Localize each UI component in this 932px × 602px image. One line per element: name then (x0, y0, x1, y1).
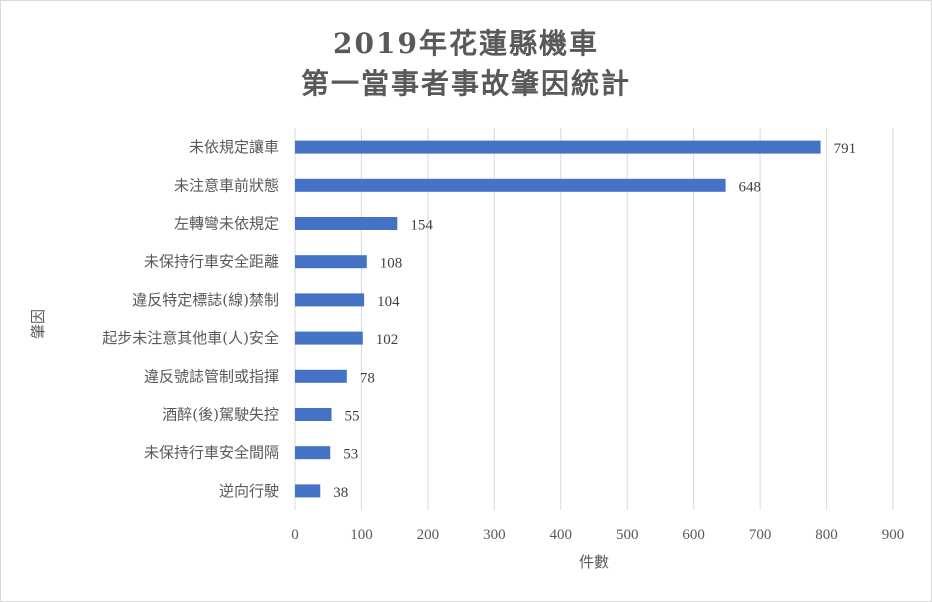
chart-title-line1: 2019年花蓮縣機車 (333, 27, 599, 60)
bar-0 (295, 140, 821, 154)
bar-8 (295, 446, 331, 460)
x-tick-label: 700 (749, 527, 772, 543)
x-axis-title: 件數 (579, 553, 609, 571)
data-label: 108 (380, 256, 403, 272)
data-label: 55 (345, 409, 360, 425)
data-label: 78 (360, 370, 375, 386)
y-axis-title: 肇因 (29, 309, 47, 339)
x-tick-label: 800 (815, 527, 838, 543)
bar-3 (295, 255, 367, 269)
x-tick-label: 200 (417, 527, 440, 543)
data-label: 648 (739, 179, 762, 195)
category-label: 未依規定讓車 (189, 138, 279, 156)
data-label: 791 (834, 141, 857, 157)
x-tick-label: 500 (616, 527, 639, 543)
data-label: 53 (343, 447, 358, 463)
category-label: 逆向行駛 (219, 482, 279, 500)
category-label: 未保持行車安全距離 (144, 253, 279, 271)
x-tick-label: 400 (550, 527, 573, 543)
category-labels: 未依規定讓車未注意車前狀態左轉彎未依規定未保持行車安全距離違反特定標誌(線)禁制… (102, 138, 279, 500)
bar-4 (295, 293, 365, 307)
data-label: 38 (333, 485, 348, 501)
x-tick-labels: 0 100 200 300 400 500 600 700 800 900 (291, 527, 904, 543)
x-tick-label: 0 (291, 527, 299, 543)
bar-5 (295, 331, 363, 345)
category-label: 違反號誌管制或指揮 (144, 367, 279, 385)
bar-7 (295, 408, 332, 421)
bar-9 (295, 484, 321, 498)
category-label: 違反特定標誌(線)禁制 (132, 291, 279, 309)
data-label: 154 (410, 218, 433, 234)
x-tick-label: 900 (882, 527, 905, 543)
category-label: 酒醉(後)駕駛失控 (162, 406, 279, 424)
chart-title-line2: 第一當事者事故肇因統計 (300, 67, 631, 100)
x-tick-label: 100 (350, 527, 373, 543)
category-label: 左轉彎未依規定 (174, 215, 279, 233)
x-tick-label: 300 (483, 527, 506, 543)
category-label: 起步未注意其他車(人)安全 (102, 329, 279, 347)
data-labels: 791 648 154 108 104 102 78 55 53 38 (333, 141, 856, 501)
category-label: 未保持行車安全間隔 (144, 444, 279, 462)
bar-6 (295, 369, 347, 383)
data-label: 102 (376, 332, 399, 348)
bar-1 (295, 178, 726, 192)
bar-2 (295, 217, 398, 230)
x-tick-label: 600 (682, 527, 705, 543)
category-label: 未注意車前狀態 (174, 176, 279, 194)
data-label: 104 (377, 294, 400, 310)
bars (295, 140, 821, 498)
